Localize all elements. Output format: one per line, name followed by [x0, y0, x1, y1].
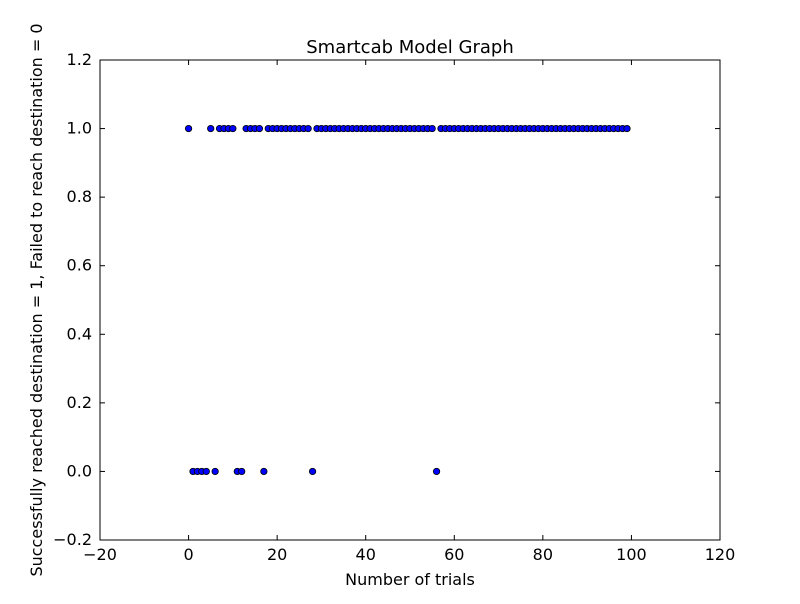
scatter-point [428, 124, 436, 133]
x-tick-label: 60 [444, 545, 464, 564]
x-tick-label: 80 [533, 545, 553, 564]
y-tick-label: 1.0 [67, 119, 92, 138]
y-tick-label: −0.2 [53, 530, 92, 549]
y-tick-label: 0.6 [67, 256, 92, 275]
x-tick-label: −20 [83, 545, 117, 564]
scatter-point [255, 124, 264, 133]
x-tick-label: 20 [267, 545, 287, 564]
scatter-point [207, 124, 215, 133]
x-tick-label: 40 [356, 545, 376, 564]
plot-background [100, 60, 720, 540]
y-tick-label: 0.0 [67, 461, 92, 480]
chart-title: Smartcab Model Graph [306, 37, 514, 58]
scatter-point [304, 124, 312, 133]
y-tick-label: 1.2 [67, 50, 92, 69]
scatter-point [211, 467, 219, 476]
y-tick-label: 0.4 [67, 324, 92, 343]
scatter-point [623, 124, 631, 133]
y-axis-label: Successfully reached destination = 1, Fa… [27, 23, 46, 576]
scatter-point [432, 467, 441, 476]
x-axis-label: Number of trials [345, 570, 475, 589]
x-tick-label: 0 [183, 545, 193, 564]
plot-frame [99, 59, 721, 541]
scatter-point [308, 467, 317, 476]
scatter-point [260, 467, 268, 476]
y-tick-label: 0.8 [67, 187, 92, 206]
x-tick-label: 120 [705, 545, 736, 564]
points-layer [184, 124, 631, 476]
plot-area [100, 60, 720, 540]
scatter-point [238, 467, 246, 476]
scatter-point [184, 124, 193, 133]
scatter-point [229, 124, 237, 133]
scatter-point [202, 467, 210, 476]
y-tick-label: 0.2 [67, 393, 92, 412]
ticks-layer: −20 0 20 40 60 80 100 120 −0.2 0.0 0.2 0.4 0.6 0.8 1.0… [53, 50, 735, 564]
x-tick-label: 100 [616, 545, 647, 564]
